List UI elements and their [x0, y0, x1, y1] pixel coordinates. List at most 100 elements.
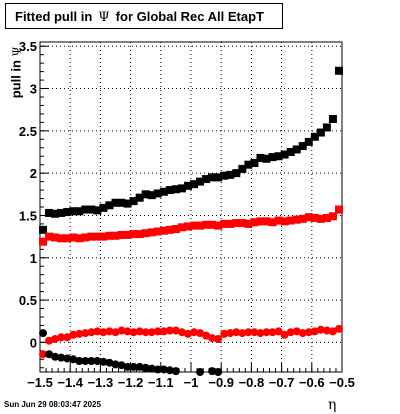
y-tick-label: 0.5 [19, 293, 37, 308]
data-point-circle [153, 365, 162, 374]
y-tick-label: 3 [30, 82, 37, 97]
data-point-square [39, 237, 48, 246]
data-point-square [165, 186, 174, 195]
data-point-square [63, 234, 72, 243]
data-point-circle [147, 364, 156, 373]
data-point-square [250, 159, 259, 167]
data-point-square [214, 173, 223, 182]
data-point-square [153, 189, 162, 198]
data-point-circle [190, 328, 199, 337]
data-point-square [280, 217, 289, 226]
data-point-square [202, 220, 211, 229]
tick-labels: −1.5 −1.4 −1.3 −1.2 −1.1 −1 −0.9 −0.8 −0.7 −0.6 −0… [19, 39, 355, 390]
data-point-circle [196, 368, 205, 376]
data-point-square [147, 191, 156, 200]
data-point-circle [105, 327, 114, 336]
data-point-circle [159, 365, 168, 374]
data-point-circle [214, 368, 223, 376]
data-point-square [262, 217, 271, 226]
data-point-square [111, 198, 120, 207]
data-point-square [298, 142, 307, 151]
data-point-square [87, 232, 96, 241]
data-point-circle [316, 325, 325, 334]
data-point-circle [220, 329, 229, 338]
data-point-square [141, 229, 150, 238]
data-point-square [286, 148, 295, 156]
data-point-circle [171, 367, 180, 376]
data-point-circle [202, 331, 211, 340]
y-tick-label: 1 [30, 251, 37, 266]
data-point-circle [111, 328, 120, 337]
x-tick-label: −0.8 [239, 375, 265, 390]
y-tick-label: 1.5 [19, 208, 37, 223]
title-psi-symbol: Ψ [98, 10, 110, 25]
data-point-square [45, 232, 54, 241]
data-point-square [232, 169, 241, 178]
data-point-square [129, 230, 138, 239]
data-point-square [208, 173, 217, 182]
data-point-square [117, 230, 126, 239]
x-tick-label: −0.7 [269, 375, 295, 390]
data-point-square [232, 219, 241, 228]
data-point-square [183, 181, 192, 190]
data-point-circle [147, 328, 156, 337]
data-point-square [69, 233, 78, 242]
data-point-square [141, 190, 150, 199]
data-point-circle [141, 328, 150, 337]
data-point-square [202, 175, 211, 184]
data-point-circle [262, 328, 271, 337]
data-point-circle [117, 326, 126, 335]
data-point-square [238, 219, 247, 228]
data-point-square [292, 145, 301, 154]
data-point-circle [286, 328, 295, 337]
data-point-circle [208, 334, 217, 343]
data-point-circle [135, 362, 144, 371]
data-point-square [214, 221, 223, 230]
data-point-square [328, 212, 337, 221]
data-point-square [39, 225, 48, 234]
y-axis-label: pull in Ψ [9, 43, 24, 103]
data-point-square [256, 153, 265, 162]
data-point-square [129, 197, 138, 206]
data-point-circle [81, 357, 90, 365]
data-point-circle [250, 328, 259, 337]
data-point-square [171, 185, 180, 194]
data-markers [39, 66, 343, 376]
data-point-circle [51, 335, 60, 343]
data-point-square [274, 152, 283, 161]
data-point-square [105, 231, 114, 240]
data-point-square [153, 227, 162, 236]
data-point-square [310, 132, 319, 141]
data-point-square [304, 213, 313, 222]
data-point-circle [177, 328, 186, 337]
data-point-square [310, 214, 319, 222]
data-point-square [226, 219, 235, 228]
data-point-square [334, 66, 343, 75]
data-point-square [322, 214, 331, 222]
data-point-circle [256, 329, 265, 338]
x-tick-label: −1 [184, 375, 199, 390]
data-point-square [322, 123, 331, 132]
data-point-circle [123, 327, 132, 336]
data-point-circle [93, 357, 102, 365]
data-point-circle [183, 329, 192, 338]
data-point-square [220, 171, 229, 180]
data-point-circle [45, 350, 54, 359]
y-axis-label-symbol: Ψ [10, 46, 24, 57]
data-point-square [298, 214, 307, 223]
data-point-square [45, 208, 54, 217]
data-point-circle [244, 328, 253, 337]
data-point-square [250, 218, 259, 227]
data-point-circle [334, 324, 343, 333]
data-point-square [171, 225, 180, 233]
data-point-square [51, 209, 60, 218]
data-point-circle [159, 327, 168, 336]
data-point-square [190, 180, 199, 189]
data-point-square [63, 208, 72, 217]
data-point-circle [171, 326, 180, 335]
data-point-square [117, 198, 126, 207]
data-point-circle [328, 327, 337, 336]
data-point-square [280, 150, 289, 159]
data-point-circle [268, 328, 277, 337]
data-point-square [226, 170, 235, 179]
